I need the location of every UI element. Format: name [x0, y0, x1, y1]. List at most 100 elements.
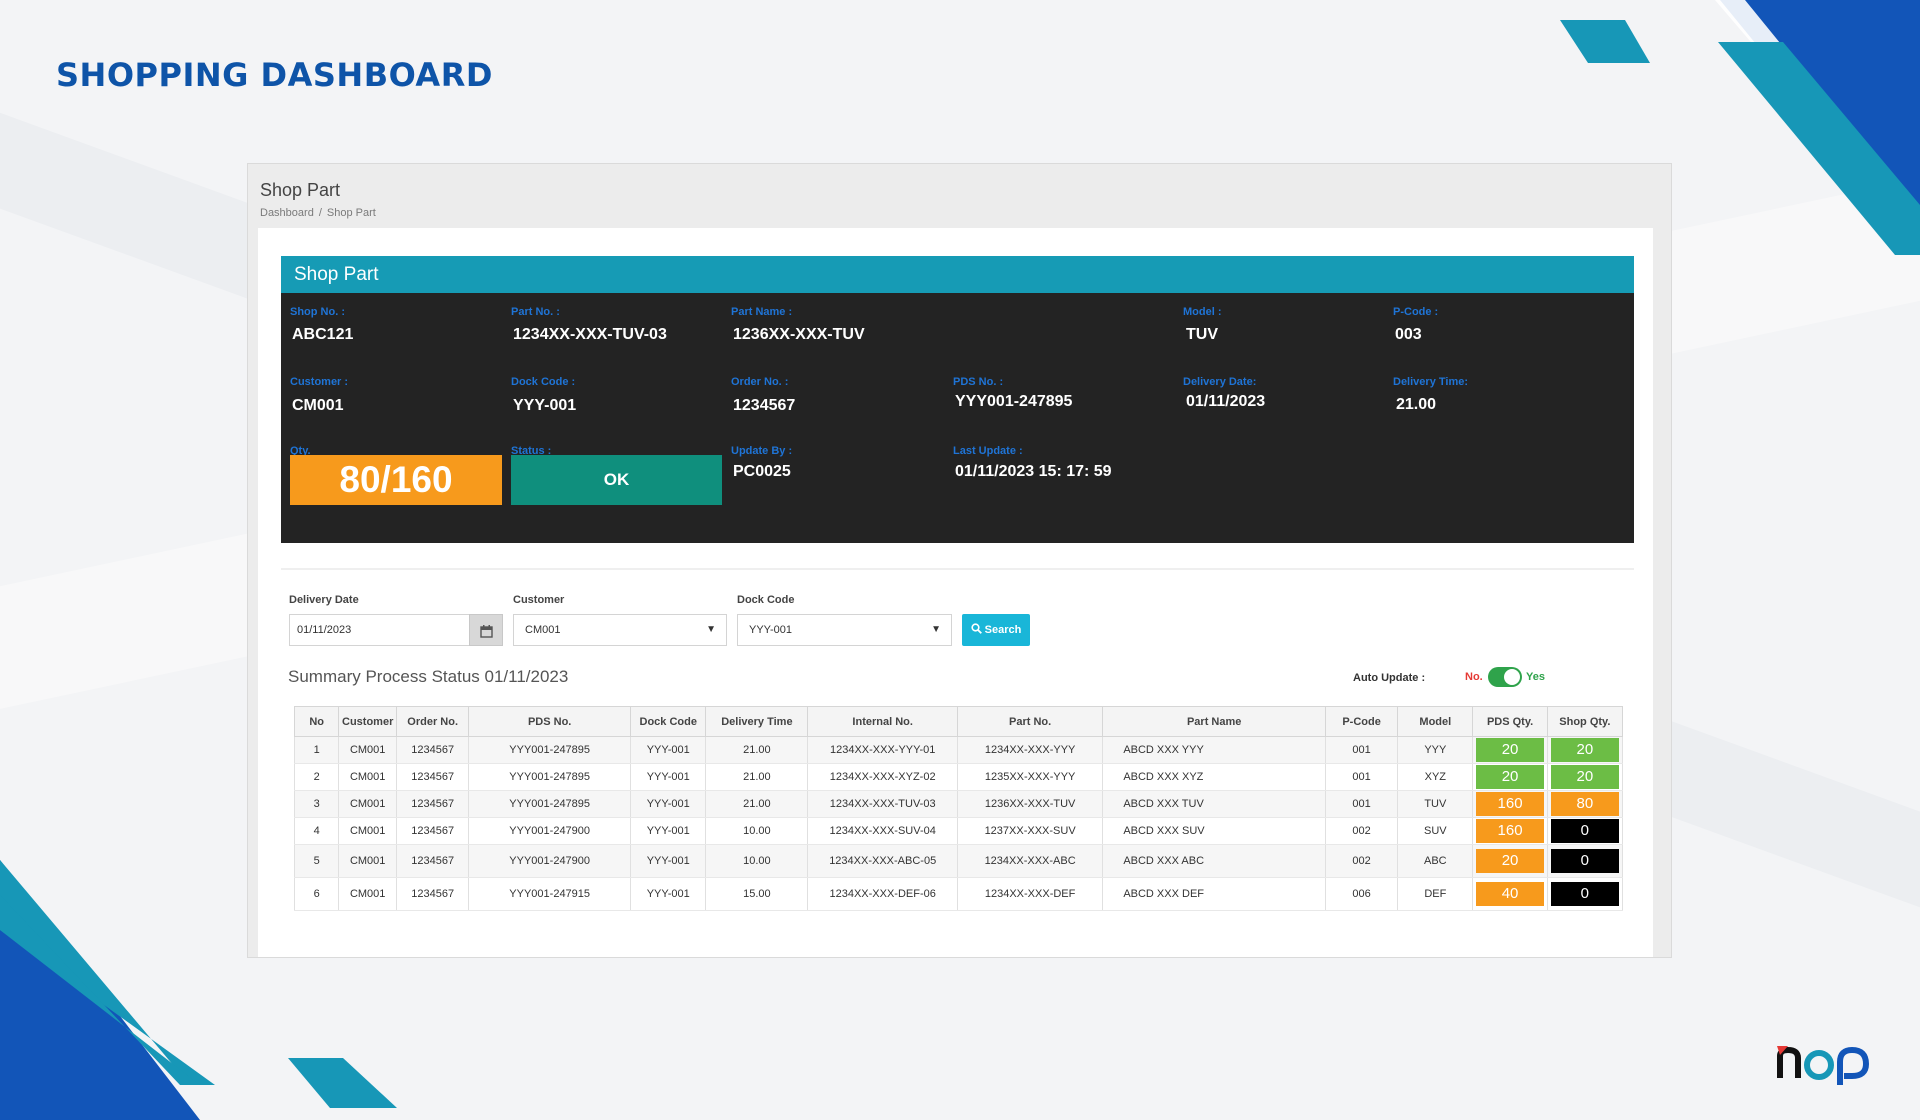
row-p-code: 002: [1325, 844, 1399, 878]
column-header[interactable]: Model: [1397, 706, 1474, 737]
auto-update-toggle[interactable]: [1488, 667, 1522, 687]
row-part-no: 1236XX-XXX-TUV: [956, 790, 1104, 818]
column-header[interactable]: Part Name: [1102, 706, 1327, 737]
last-update-value: 01/11/2023 15: 17: 59: [955, 463, 1112, 480]
shop-no-label: Shop No. :: [290, 306, 345, 318]
shop-part-header: Shop Part: [281, 256, 1634, 293]
row-dock-code: YYY-001: [630, 736, 707, 764]
row-delivery-time: 21.00: [705, 736, 809, 764]
pds-qty-badge: 20: [1476, 765, 1544, 789]
update-by-value: PC0025: [733, 463, 791, 480]
row-pds-qty-cell: 20: [1472, 736, 1548, 764]
shop-part-detail-panel: Shop No. : ABC121 Part No. : 1234XX-XXX-…: [281, 293, 1634, 543]
search-button[interactable]: Search: [962, 614, 1030, 646]
calendar-icon: [479, 624, 493, 638]
row-pds-qty-cell: 40: [1472, 877, 1548, 911]
dock-code-select[interactable]: YYY-001 ▼: [737, 614, 952, 646]
row-delivery-time: 21.00: [705, 763, 809, 791]
qty-indicator: 80/160: [290, 455, 502, 505]
part-no-value: 1234XX-XXX-TUV-03: [513, 326, 667, 343]
row-number: 5: [293, 844, 340, 878]
customer-select[interactable]: CM001 ▼: [513, 614, 727, 646]
part-name-label: Part Name :: [731, 306, 793, 318]
row-number: 3: [293, 790, 340, 818]
row-number: 6: [293, 877, 340, 911]
row-delivery-time: 10.00: [705, 844, 809, 878]
row-model: YYY: [1397, 736, 1474, 764]
row-part-no: 1234XX-XXX-DEF: [956, 877, 1104, 911]
column-header[interactable]: Dock Code: [630, 706, 707, 737]
status-badge: OK: [511, 455, 722, 505]
row-customer: CM001: [338, 763, 398, 791]
search-icon: [971, 623, 982, 634]
slide-title: SHOPPING DASHBOARD: [56, 56, 493, 94]
column-header[interactable]: Delivery Time: [705, 706, 809, 737]
row-delivery-time: 21.00: [705, 790, 809, 818]
delivery-time-value: 21.00: [1396, 396, 1437, 413]
row-pds-qty-cell: 20: [1472, 763, 1548, 791]
page-title: Shop Part: [260, 180, 341, 200]
summary-table-container: No Customer Order No. PDS No. Dock Code …: [293, 706, 1624, 911]
table-row[interactable]: 1 CM001 1234567 YYY001-247895 YYY-001 21.00 12…: [293, 736, 1624, 764]
row-number: 4: [293, 817, 340, 845]
column-header[interactable]: P-Code: [1325, 706, 1399, 737]
column-header[interactable]: Customer: [338, 706, 398, 737]
corner-decoration-top-right: [1560, 0, 1920, 255]
table-header-row: No Customer Order No. PDS No. Dock Code …: [293, 706, 1624, 737]
calendar-button[interactable]: [469, 614, 503, 646]
column-header[interactable]: PDS Qty.: [1472, 706, 1548, 737]
row-p-code: 001: [1325, 736, 1399, 764]
delivery-time-label: Delivery Time:: [1393, 376, 1469, 388]
column-header[interactable]: Part No.: [956, 706, 1104, 737]
breadcrumb-current: Shop Part: [326, 207, 376, 219]
row-part-name: ABCD XXX ABC: [1102, 844, 1327, 878]
row-part-no: 1234XX-XXX-ABC: [956, 844, 1104, 878]
table-row[interactable]: 3 CM001 1234567 YYY001-247895 YYY-001 21.00 12…: [293, 790, 1624, 818]
column-header[interactable]: No: [293, 706, 340, 737]
breadcrumb: Dashboard / Shop Part: [260, 207, 376, 219]
row-part-name: ABCD XXX SUV: [1102, 817, 1327, 845]
row-internal-no: 1234XX-XXX-XYZ-02: [807, 763, 958, 791]
status-label: Status :: [511, 445, 552, 457]
shop-qty-badge: 80: [1550, 792, 1619, 816]
toggle-no-label: No.: [1465, 671, 1483, 683]
chevron-down-icon: ▼: [931, 624, 941, 635]
column-header[interactable]: Internal No.: [807, 706, 958, 737]
dock-code-label: Dock Code :: [511, 376, 576, 388]
row-customer: CM001: [338, 817, 398, 845]
table-row[interactable]: 4 CM001 1234567 YYY001-247900 YYY-001 10.00 12…: [293, 817, 1624, 845]
update-by-label: Update By :: [731, 445, 793, 457]
shop-qty-badge: 20: [1550, 765, 1619, 789]
part-no-label: Part No. :: [511, 306, 560, 318]
row-customer: CM001: [338, 844, 398, 878]
row-order-no: 1234567: [396, 844, 470, 878]
auto-update-label: Auto Update :: [1353, 672, 1426, 684]
row-order-no: 1234567: [396, 763, 470, 791]
row-shop-qty-cell: 0: [1546, 817, 1624, 845]
delivery-date-input[interactable]: 01/11/2023: [289, 614, 471, 646]
row-delivery-time: 15.00: [705, 877, 809, 911]
row-part-name: ABCD XXX TUV: [1102, 790, 1327, 818]
breadcrumb-link-dashboard[interactable]: Dashboard: [260, 207, 314, 219]
table-row[interactable]: 2 CM001 1234567 YYY001-247895 YYY-001 21.00 12…: [293, 763, 1624, 791]
row-p-code: 002: [1325, 817, 1399, 845]
row-part-name: ABCD XXX YYY: [1102, 736, 1327, 764]
row-dock-code: YYY-001: [630, 844, 707, 878]
row-pds-no: YYY001-247895: [468, 790, 632, 818]
column-header[interactable]: Order No.: [396, 706, 470, 737]
column-header[interactable]: Shop Qty.: [1546, 706, 1624, 737]
qty-label: Qty.: [290, 445, 311, 457]
row-pds-qty-cell: 160: [1472, 817, 1548, 845]
row-pds-no: YYY001-247895: [468, 736, 632, 764]
table-row[interactable]: 6 CM001 1234567 YYY001-247915 YYY-001 15.00 12…: [293, 877, 1624, 911]
shop-qty-badge: 0: [1550, 849, 1619, 873]
row-p-code: 001: [1325, 790, 1399, 818]
delivery-date-filter-label: Delivery Date: [289, 594, 359, 606]
row-part-name: ABCD XXX XYZ: [1102, 763, 1327, 791]
table-row[interactable]: 5 CM001 1234567 YYY001-247900 YYY-001 10.00 12…: [293, 844, 1624, 878]
column-header[interactable]: PDS No.: [468, 706, 632, 737]
p-code-label: P-Code :: [1393, 306, 1439, 318]
row-internal-no: 1234XX-XXX-SUV-04: [807, 817, 958, 845]
breadcrumb-separator: /: [318, 207, 322, 219]
